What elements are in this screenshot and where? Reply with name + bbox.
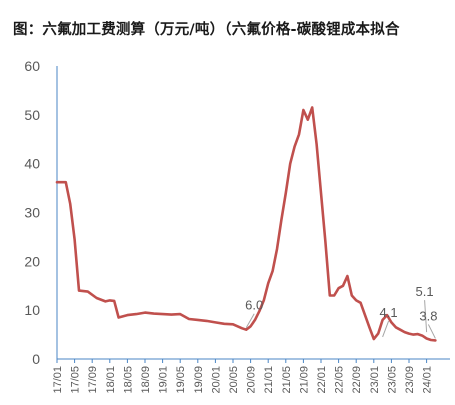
chart-title: 图：六氟加工费测算（万元/吨）（六氟价格-碳酸锂成本拟合 [13,22,400,38]
x-tick-label: 20/09 [246,366,258,394]
x-tick-label: 19/01 [158,366,170,394]
x-tick-label: 21/01 [263,366,275,394]
series-line [55,106,437,342]
annotation-label: 3.8 [419,308,437,323]
x-tick-label: 17/01 [52,366,64,394]
annotations: 6.0 4.1 5.1 3.8 [245,284,437,339]
annotation-label: 6.0 [245,298,263,313]
x-tick-label: 23/09 [404,366,416,394]
annotation-label: 4.1 [380,305,398,320]
x-tick-label: 18/05 [122,366,134,394]
y-tick-label: 30 [24,205,40,221]
x-tick-label: 20/05 [228,366,240,394]
x-tick-label: 18/09 [140,366,152,394]
x-tick-label: 23/01 [369,366,381,394]
x-tick-label: 19/05 [175,366,187,394]
y-tick-label: 50 [24,107,40,123]
annotation-leader [424,300,428,333]
y-tick-label: 20 [24,253,40,269]
x-tick-label: 21/09 [298,366,310,394]
x-tick-label: 22/01 [316,366,328,394]
series [55,106,437,342]
y-tick-label: 60 [24,58,40,74]
x-tick-label: 20/01 [210,366,222,394]
x-tick-label: 23/05 [386,366,398,394]
x-tick-label: 17/09 [87,366,99,394]
x-axis: 17/01 17/05 17/09 18/01 18/05 18/09 19/01 19/05… [52,358,450,394]
y-tick-label: 10 [24,302,40,318]
annotation-label: 5.1 [416,284,434,299]
y-tick-label: 0 [32,351,40,367]
y-tick-label: 40 [24,156,40,172]
x-tick-label: 22/05 [334,366,346,394]
annotation-leader [382,320,390,338]
x-tick-label: 22/09 [351,366,363,394]
x-tick-label: 24/01 [422,366,434,394]
x-tick-label: 17/05 [70,366,82,394]
x-tick-label: 18/01 [105,366,117,394]
y-axis: 0 10 20 30 40 50 60 [24,58,58,367]
annotation-leader [245,313,255,328]
x-tick-label: 21/05 [281,366,293,394]
x-tick-label: 19/09 [193,366,205,394]
annotation-leader [427,324,436,339]
